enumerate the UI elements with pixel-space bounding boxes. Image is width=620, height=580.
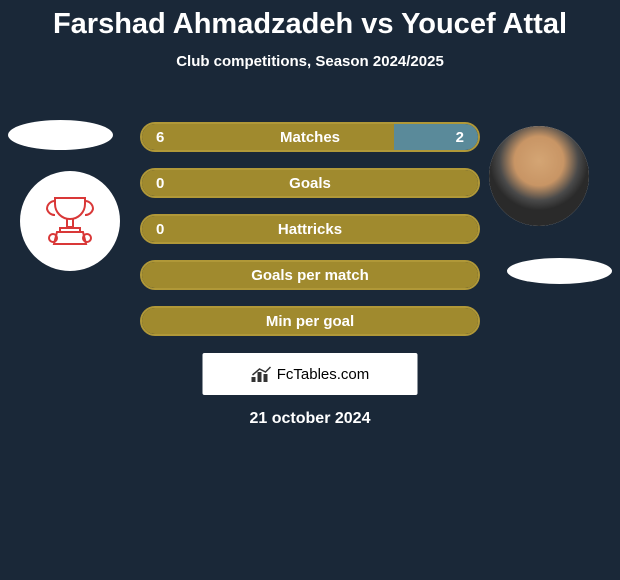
player2-avatar xyxy=(489,126,589,226)
stat-row-matches: Matches6 2 xyxy=(140,122,480,152)
fctables-text: FcTables.com xyxy=(277,366,370,383)
date-text: 21 october 2024 xyxy=(0,410,620,428)
stat-row-min-per-goal: Min per goal xyxy=(140,306,480,336)
stat-value-left: 6 xyxy=(156,129,164,146)
stat-label: Hattricks xyxy=(142,221,478,238)
stat-row-goals-per-match: Goals per match xyxy=(140,260,480,290)
stat-row-goals: Goals0 xyxy=(140,168,480,198)
player1-badge-oval xyxy=(8,120,113,150)
stat-value-left: 0 xyxy=(156,175,164,192)
stats-panel: Matches62Goals0Hattricks0Goals per match… xyxy=(140,122,480,352)
fctables-logo: FcTables.com xyxy=(203,353,418,395)
player1-club-badge xyxy=(20,171,120,271)
stat-label: Goals per match xyxy=(142,267,478,284)
chart-icon xyxy=(251,365,273,383)
subtitle: Club competitions, Season 2024/2025 xyxy=(0,53,620,70)
stat-value-left: 0 xyxy=(156,221,164,238)
trophy-icon xyxy=(35,186,105,256)
stat-label: Goals xyxy=(142,175,478,192)
stat-label: Matches xyxy=(142,129,478,146)
stat-label: Min per goal xyxy=(142,313,478,330)
stat-value-right: 2 xyxy=(456,129,464,146)
stat-row-hattricks: Hattricks0 xyxy=(140,214,480,244)
player2-badge-oval xyxy=(507,258,612,284)
page-title: Farshad Ahmadzadeh vs Youcef Attal xyxy=(0,0,620,41)
